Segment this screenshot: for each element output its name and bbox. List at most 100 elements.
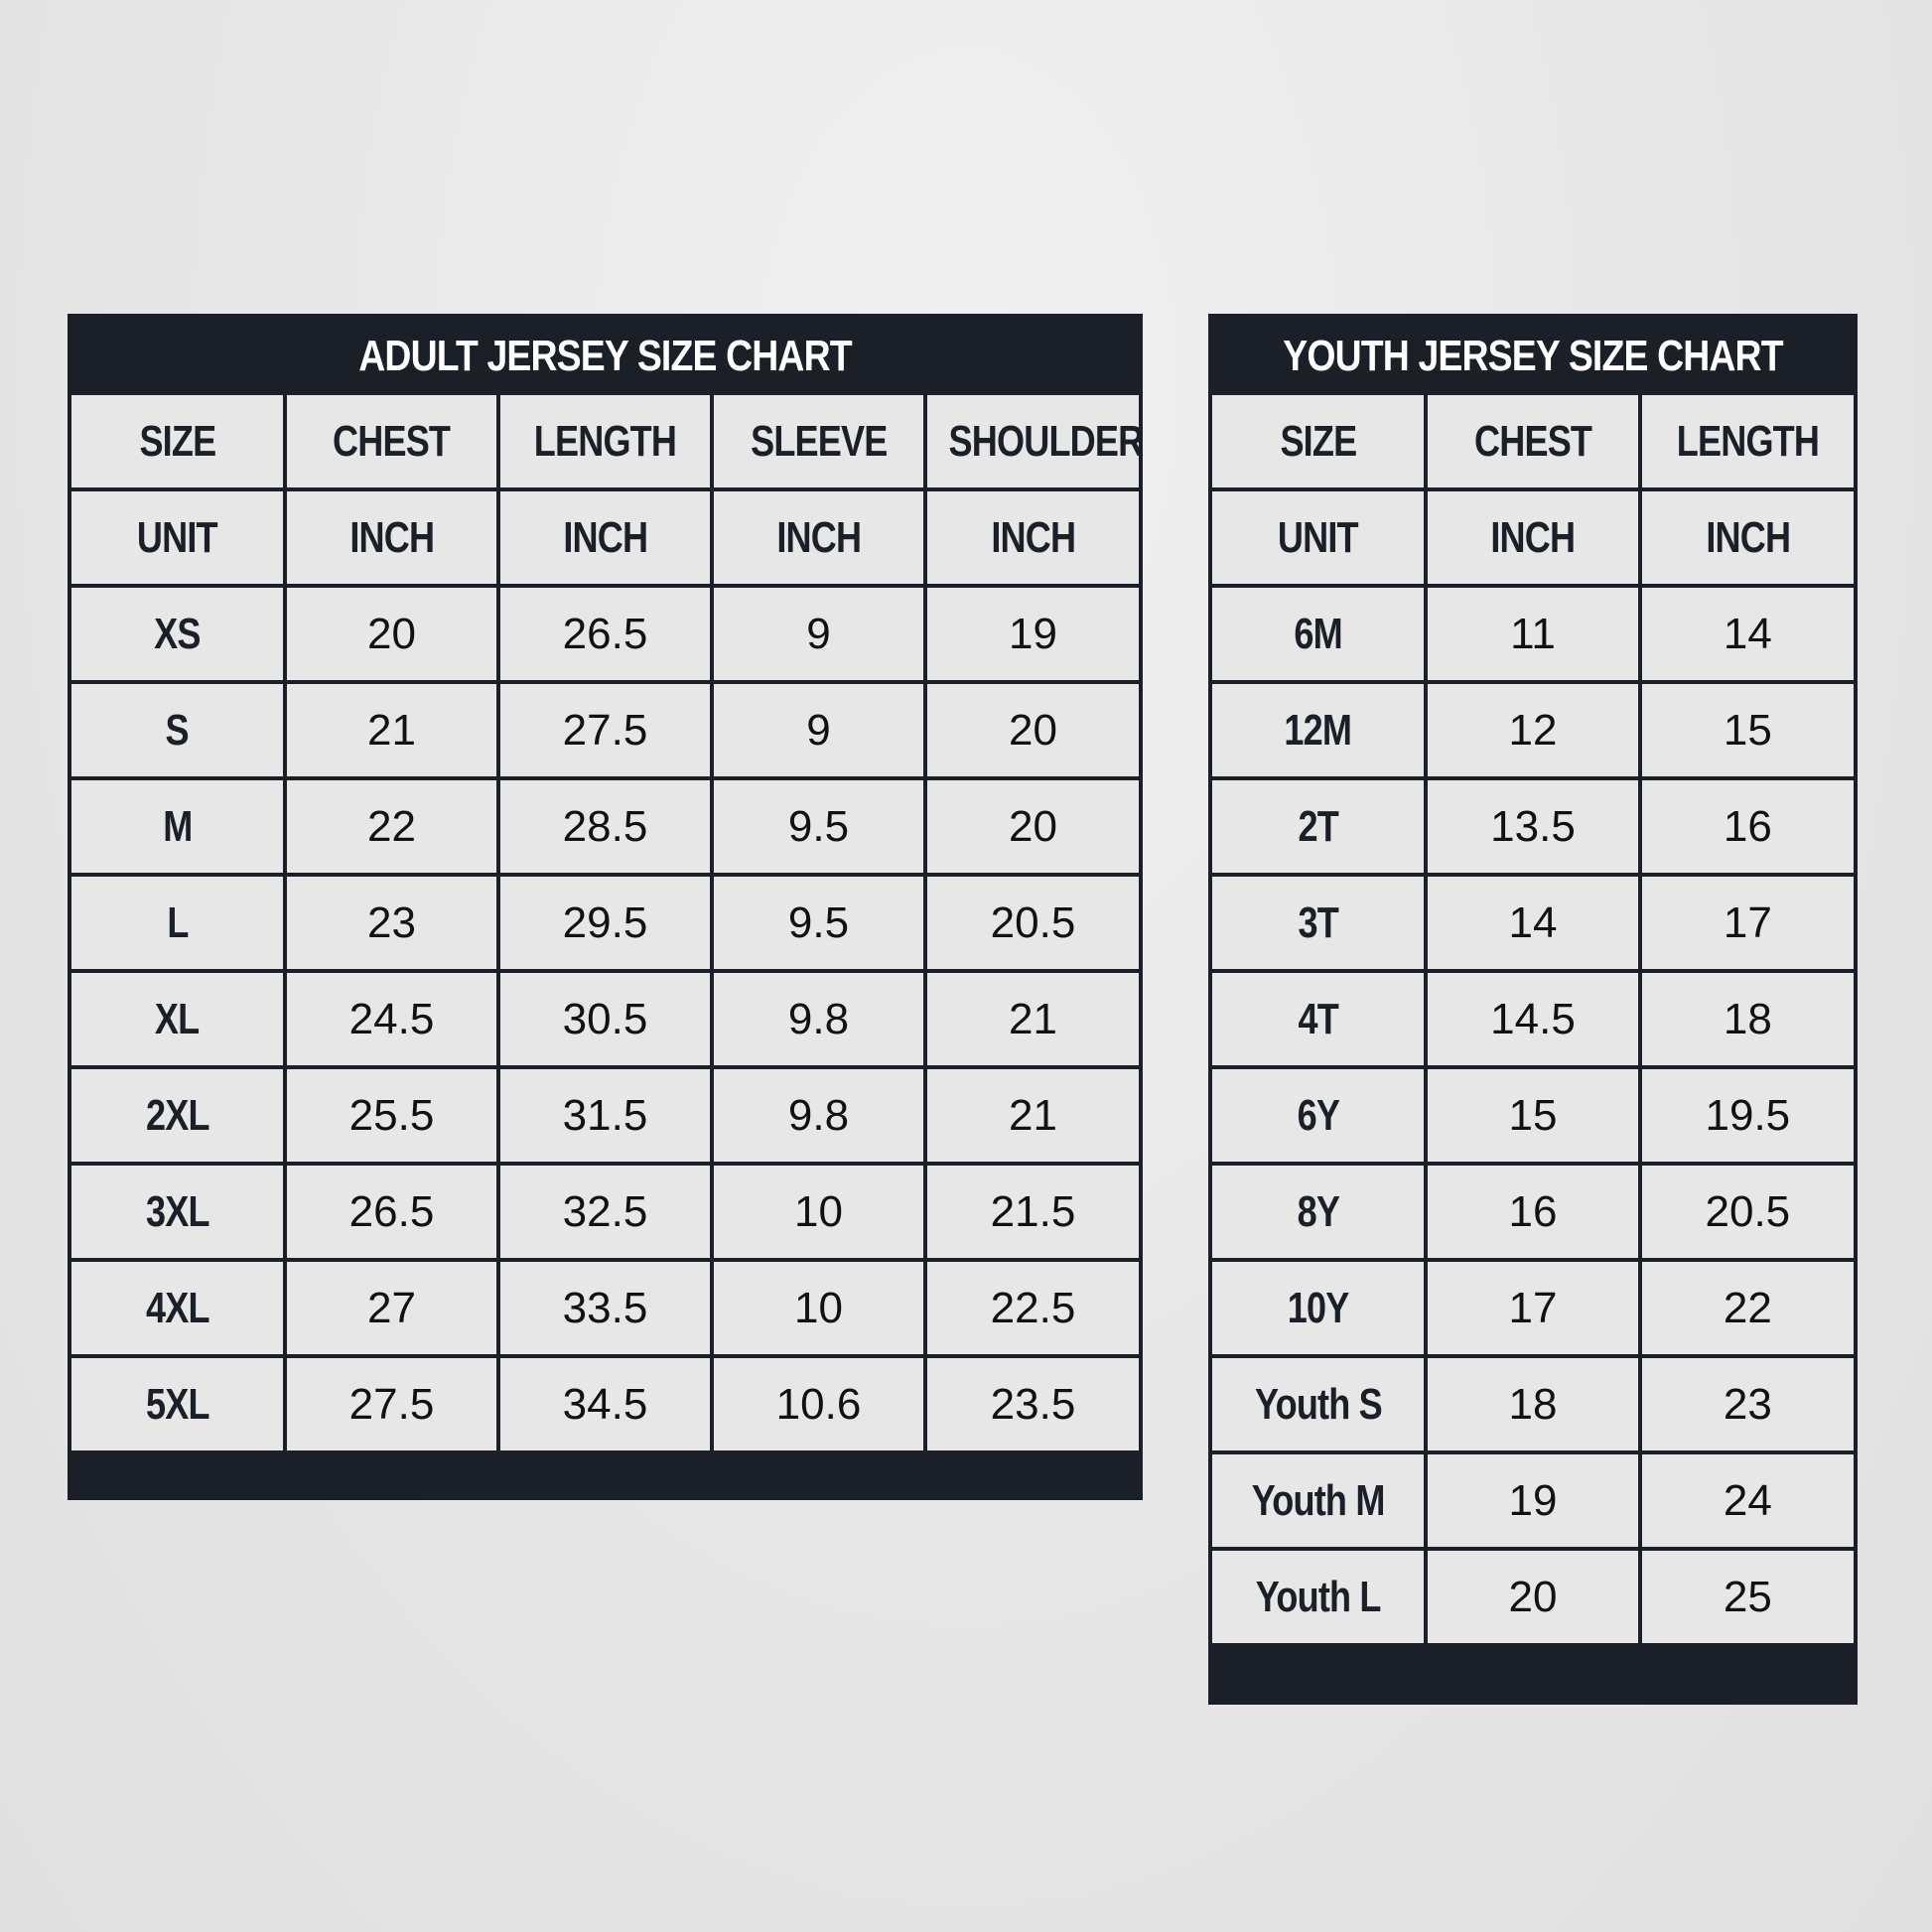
header-cell: INCH	[496, 487, 714, 588]
value-cell: 18	[1637, 969, 1854, 1069]
header-cell: SIZE	[1212, 395, 1429, 491]
cell-text: SLEEVE	[750, 416, 888, 466]
table-row: 8Y 16 20.5	[1212, 1162, 1854, 1262]
cell-text: L	[166, 897, 189, 947]
value-cell: 9.5	[710, 776, 927, 877]
header-cell: UNIT	[1212, 487, 1429, 588]
value-cell: 17	[1424, 1258, 1642, 1358]
cell-text: 12M	[1284, 705, 1353, 755]
value-cell: 14	[1637, 584, 1854, 684]
value-cell: 20	[923, 776, 1139, 877]
value-cell: 13.5	[1424, 776, 1642, 877]
value-cell: 9.8	[710, 1065, 927, 1166]
cell-text: INCH	[776, 512, 862, 562]
header-cell: INCH	[1637, 487, 1854, 588]
value-cell: 16	[1424, 1162, 1642, 1262]
header-cell: UNIT	[71, 487, 287, 588]
size-label-cell: 3XL	[71, 1162, 287, 1262]
value-cell: 23.5	[923, 1354, 1139, 1450]
cell-text: UNIT	[137, 512, 218, 562]
cell-text: 6M	[1294, 609, 1342, 658]
size-label-cell: XL	[71, 969, 287, 1069]
header-cell: INCH	[1424, 487, 1642, 588]
table-row: Youth M 19 24	[1212, 1450, 1854, 1551]
value-cell: 20.5	[923, 873, 1139, 973]
cell-text: INCH	[563, 512, 648, 562]
header-cell: SHOULDER	[923, 395, 1144, 491]
size-label-cell: 6Y	[1212, 1065, 1429, 1166]
value-cell: 26.5	[496, 584, 714, 684]
value-cell: 29.5	[496, 873, 714, 973]
header-cell: CHEST	[1424, 395, 1642, 491]
size-label-cell: XS	[71, 584, 287, 684]
cell-text: 4XL	[145, 1283, 210, 1332]
unit-row: UNIT INCH INCH	[1212, 487, 1854, 588]
cell-text: 3T	[1298, 897, 1338, 947]
cell-text: SHOULDER	[948, 416, 1145, 466]
table-row: 4T 14.5 18	[1212, 969, 1854, 1069]
value-cell: 20	[923, 680, 1139, 780]
value-cell: 19	[923, 584, 1139, 684]
value-cell: 27	[283, 1258, 500, 1358]
column-header-row: SIZE CHEST LENGTH SLEEVE SHOULDER	[71, 395, 1144, 491]
column-header-row: SIZE CHEST LENGTH	[1212, 395, 1854, 491]
cell-text: 6Y	[1297, 1090, 1339, 1140]
value-cell: 19	[1424, 1450, 1642, 1551]
size-label-cell: Youth S	[1212, 1354, 1429, 1454]
table-row: 3XL 26.5 32.5 10 21.5	[71, 1162, 1139, 1262]
cell-text: 8Y	[1297, 1186, 1339, 1236]
header-cell: LENGTH	[1637, 395, 1854, 491]
value-cell: 10	[710, 1162, 927, 1262]
header-cell: INCH	[923, 487, 1139, 588]
value-cell: 24	[1637, 1450, 1854, 1551]
size-label-cell: Youth M	[1212, 1450, 1429, 1551]
value-cell: 34.5	[496, 1354, 714, 1450]
cell-text: CHEST	[333, 416, 451, 466]
value-cell: 33.5	[496, 1258, 714, 1358]
table-row: 2XL 25.5 31.5 9.8 21	[71, 1065, 1139, 1166]
table-row: 6M 11 14	[1212, 584, 1854, 684]
cell-text: INCH	[1490, 512, 1577, 562]
size-label-cell: Youth L	[1212, 1547, 1429, 1643]
size-label-cell: 6M	[1212, 584, 1429, 684]
size-label-cell: 5XL	[71, 1354, 287, 1450]
value-cell: 21.5	[923, 1162, 1139, 1262]
value-cell: 21	[283, 680, 500, 780]
cell-text: 3XL	[145, 1186, 210, 1236]
value-cell: 23	[1637, 1354, 1854, 1454]
adult-size-table: SIZE CHEST LENGTH SLEEVE SHOULDER UNIT INCH INC…	[71, 395, 1144, 1450]
size-label-cell: 3T	[1212, 873, 1429, 973]
cell-text: 5XL	[145, 1379, 210, 1429]
value-cell: 9.8	[710, 969, 927, 1069]
table-row: S 21 27.5 9 20	[71, 680, 1139, 780]
cell-text: SIZE	[139, 416, 216, 466]
header-cell: SLEEVE	[710, 395, 927, 491]
value-cell: 28.5	[496, 776, 714, 877]
table-row: Youth L 20 25	[1212, 1547, 1854, 1643]
value-cell: 20	[1424, 1547, 1642, 1643]
table-row: 4XL 27 33.5 10 22.5	[71, 1258, 1139, 1358]
adult-size-chart: ADULT JERSEY SIZE CHART SIZE CHEST LENGTH S…	[68, 314, 1144, 1500]
value-cell: 20.5	[1637, 1162, 1854, 1262]
value-cell: 32.5	[496, 1162, 714, 1262]
table-row: 5XL 27.5 34.5 10.6 23.5	[71, 1354, 1139, 1450]
value-cell: 19.5	[1637, 1065, 1854, 1166]
cell-text: UNIT	[1278, 512, 1359, 562]
cell-text: 2T	[1298, 801, 1338, 851]
cell-text: INCH	[1705, 512, 1791, 562]
cell-text: LENGTH	[1676, 416, 1820, 466]
value-cell: 31.5	[496, 1065, 714, 1166]
table-row: M 22 28.5 9.5 20	[71, 776, 1139, 877]
cell-text: INCH	[991, 512, 1076, 562]
value-cell: 22.5	[923, 1258, 1139, 1358]
value-cell: 23	[283, 873, 500, 973]
cell-text: 2XL	[145, 1090, 210, 1140]
value-cell: 15	[1637, 680, 1854, 780]
value-cell: 27.5	[283, 1354, 500, 1450]
value-cell: 9	[710, 584, 927, 684]
cell-text: XS	[154, 609, 201, 658]
value-cell: 30.5	[496, 969, 714, 1069]
cell-text: Youth S	[1254, 1379, 1383, 1429]
value-cell: 11	[1424, 584, 1642, 684]
table-row: Youth S 18 23	[1212, 1354, 1854, 1454]
